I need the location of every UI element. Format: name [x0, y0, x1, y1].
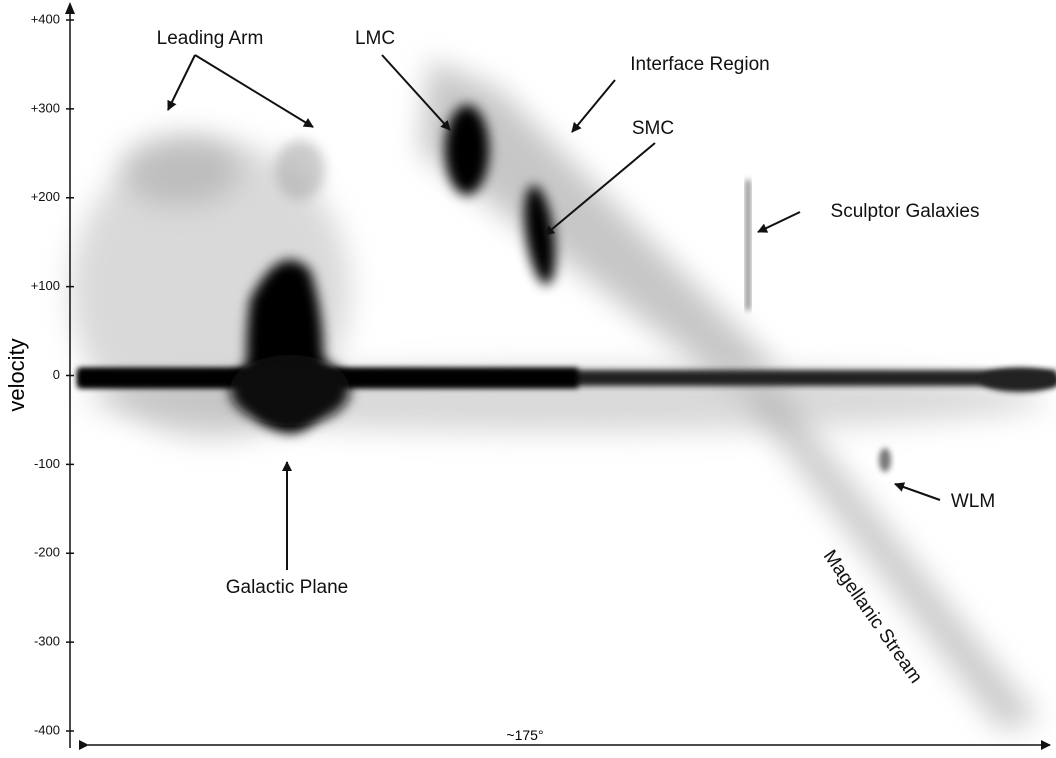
y-axis-arrow	[65, 2, 75, 14]
annotation: Interface Region	[630, 54, 769, 75]
arrow	[544, 142, 656, 236]
arrow	[571, 79, 616, 133]
annotation: SMC	[632, 118, 674, 139]
y-tick-label: -200	[34, 545, 60, 560]
arrow	[757, 211, 801, 233]
annotation: LMC	[355, 28, 395, 49]
y-tick-label: -300	[34, 634, 60, 649]
annotation: WLM	[951, 491, 995, 512]
emission-image	[70, 60, 1056, 730]
y-tick-label: +300	[31, 100, 60, 115]
y-tick-label: +400	[31, 11, 60, 26]
y-tick-label: +100	[31, 278, 60, 293]
y-tick-label: +200	[31, 189, 60, 204]
y-tick-label: 0	[53, 367, 60, 382]
arrow	[167, 54, 196, 111]
arrow	[381, 54, 451, 131]
annotation: Leading Arm	[157, 28, 264, 49]
arrow	[894, 482, 941, 501]
x-label: ~175°	[506, 727, 543, 743]
annotation: Sculptor Galaxies	[831, 201, 980, 222]
y-tick-label: -400	[34, 722, 60, 737]
y-tick-label: -100	[34, 456, 60, 471]
arrow	[194, 54, 314, 128]
annotation: Galactic Plane	[226, 577, 349, 598]
y-label: velocity	[4, 338, 29, 411]
